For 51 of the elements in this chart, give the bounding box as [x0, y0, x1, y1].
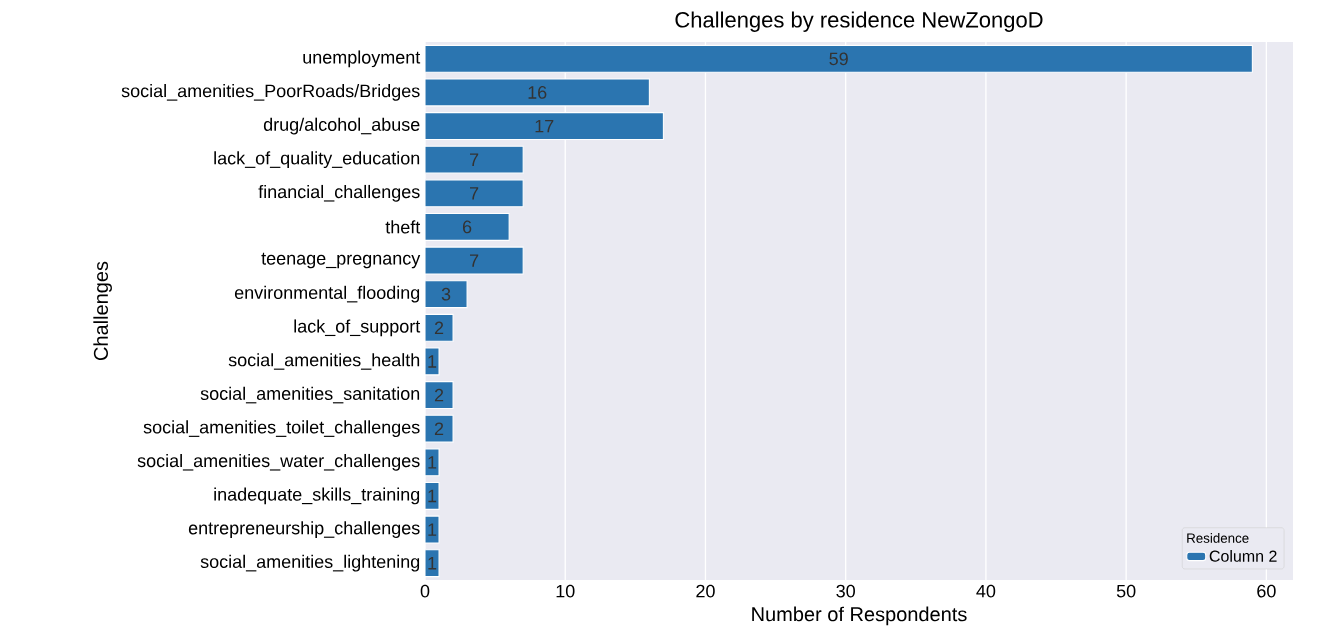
x-tick-label: 20: [696, 584, 715, 598]
data-label: 7: [470, 187, 479, 200]
data-label: 1: [428, 557, 437, 570]
data-label: 2: [434, 321, 444, 335]
y-tick-label: theft: [385, 220, 421, 234]
x-tick-label: 40: [976, 584, 996, 598]
y-tick-label: social_amenities_health: [228, 353, 420, 370]
x-tick-label: 10: [556, 584, 575, 598]
y-tick-label: drug/alcohol_abuse: [263, 117, 420, 135]
bar: [425, 112, 664, 141]
data-label: 1: [428, 489, 437, 503]
bar: [425, 179, 524, 208]
bar: [425, 78, 650, 107]
y-tick-label: social_amenities_toilet_challenges: [143, 420, 420, 438]
data-label: 59: [829, 52, 848, 66]
data-label: 1: [428, 523, 437, 536]
y-tick-label: social_amenities_water_challenges: [137, 453, 420, 471]
data-label: 1: [428, 355, 437, 368]
y-tick-label: entrepreneurship_challenges: [188, 521, 420, 538]
y-tick-label: inadequate_skills_training: [214, 487, 420, 505]
y-tick-label: lack_of_support: [294, 319, 421, 337]
y-tick-label: financial_challenges: [258, 184, 420, 202]
bar: [425, 44, 1253, 73]
x-axis-title: Number of Respondents: [752, 606, 967, 626]
x-tick-label: 50: [1116, 584, 1136, 598]
y-tick-label: social_amenities_sanitation: [200, 386, 420, 404]
bar: [425, 145, 524, 174]
y-tick-label: social_amenities_lightening: [200, 554, 420, 572]
bar: [425, 246, 524, 275]
x-tick-label: 0: [420, 584, 430, 598]
y-tick-label: unemployment: [303, 50, 421, 68]
data-label: 1: [428, 456, 437, 469]
data-label: 2: [434, 388, 444, 402]
data-label: 17: [535, 119, 554, 133]
x-tick-label: 60: [1257, 584, 1276, 598]
y-tick-label: lack_of_quality_education: [214, 151, 420, 169]
legend-label: Column 2: [1209, 550, 1277, 562]
data-label: 2: [434, 422, 444, 435]
y-tick-label: environmental_flooding: [234, 285, 420, 303]
data-label: 7: [470, 254, 479, 267]
chart-title: Challenges by residence NewZongoD: [675, 11, 1043, 32]
y-axis-title: Challenges: [93, 261, 112, 361]
x-tick-label: 30: [836, 584, 855, 598]
y-tick-label: social_amenities_PoorRoads/Bridges: [121, 84, 420, 101]
data-label: 6: [462, 220, 472, 234]
bar: [425, 212, 510, 241]
legend-title: Residence: [1187, 533, 1249, 543]
y-tick-label: teenage_pregnancy: [261, 252, 421, 269]
data-label: 16: [528, 86, 547, 99]
data-label: 3: [441, 287, 451, 301]
data-label: 7: [470, 153, 479, 166]
